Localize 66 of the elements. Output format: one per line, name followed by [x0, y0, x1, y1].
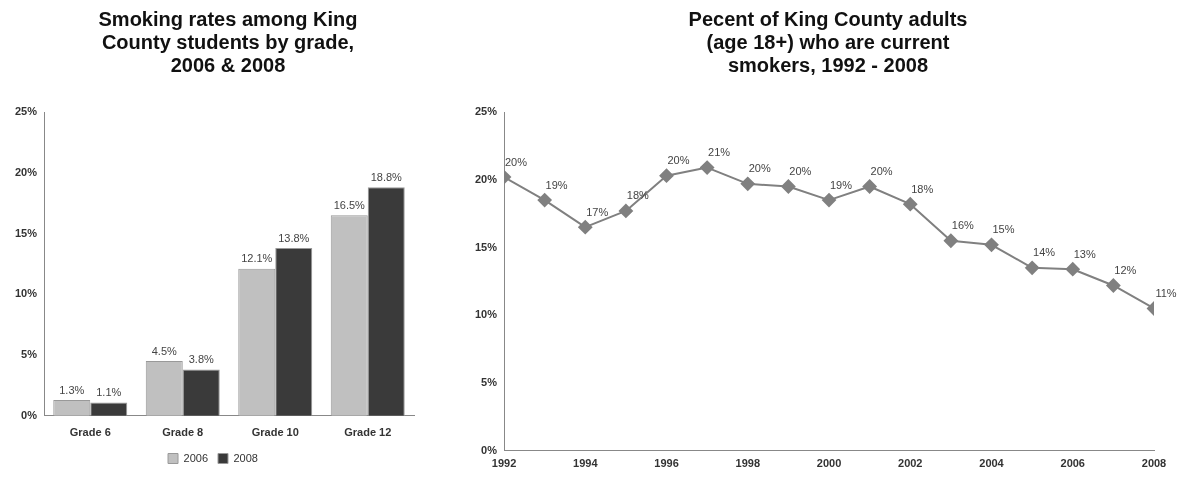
data-label: 16%	[951, 219, 975, 232]
y-tick-label: 0%	[481, 443, 498, 456]
point	[578, 220, 593, 235]
point	[822, 193, 837, 208]
y-tick-label: 25%	[474, 105, 498, 118]
data-label: 12.1%	[241, 252, 273, 265]
point	[740, 176, 755, 191]
data-label: 21%	[708, 146, 731, 159]
data-label: 20%	[789, 165, 812, 178]
x-tick-label: Grade 8	[162, 426, 204, 439]
data-label: 19%	[545, 178, 568, 191]
data-label: 13.8%	[278, 231, 310, 244]
data-label: 19%	[829, 178, 853, 191]
data-label: 4.5%	[151, 344, 178, 357]
data-label: 11%	[1155, 287, 1177, 300]
x-tick-label: Grade 6	[69, 426, 111, 439]
y-tick-label: 15%	[474, 240, 498, 253]
y-tick-label: 10%	[474, 308, 498, 321]
point	[943, 233, 958, 248]
y-tick-label: 0%	[21, 408, 38, 421]
x-tick-label: 2006	[1060, 457, 1085, 470]
data-label: 1.1%	[96, 385, 122, 398]
data-label: 20%	[505, 155, 528, 168]
point	[1025, 260, 1040, 275]
data-label: 20%	[870, 165, 893, 178]
point	[618, 203, 633, 218]
chart-title: Smoking rates among King County students by grade, 2006 & 2008	[97, 8, 359, 78]
y-tick-label: 20%	[474, 172, 498, 185]
data-label: 20%	[748, 162, 771, 175]
x-tick-label: 1996	[654, 457, 679, 470]
y-tick-label: 25%	[14, 105, 38, 118]
x-tick-label: 2004	[979, 457, 1005, 470]
x-tick-label: Grade 12	[344, 426, 392, 439]
point	[903, 197, 918, 212]
data-label: 1.3%	[59, 383, 85, 396]
point	[1065, 262, 1080, 277]
point	[781, 179, 796, 194]
point	[659, 168, 674, 183]
point	[984, 237, 999, 252]
x-tick-label: Grade 10	[251, 426, 299, 439]
data-label: 3.8%	[188, 353, 215, 366]
chart-title: Pecent of King County adults (age 18+) who are current smokers, 1992 - 2008	[687, 8, 969, 78]
y-tick-label: 5%	[21, 348, 38, 361]
data-label: 17%	[586, 205, 609, 218]
x-tick-label: 1994	[573, 457, 599, 470]
y-tick-label: 5%	[481, 376, 498, 389]
data-label: 14%	[1033, 246, 1056, 259]
data-label: 13%	[1073, 247, 1096, 260]
point	[700, 160, 715, 175]
data-label: 12%	[1114, 264, 1137, 276]
data-label: 15%	[992, 223, 1015, 236]
y-tick-label: 20%	[14, 165, 38, 178]
x-tick-label: 1992	[491, 457, 517, 470]
point	[862, 179, 877, 194]
y-tick-label: 10%	[14, 287, 38, 300]
data-label: 20%	[667, 154, 690, 167]
point	[1106, 278, 1121, 293]
data-label: 16.5%	[333, 198, 366, 211]
point	[537, 193, 552, 208]
x-tick-label: 1998	[735, 457, 760, 470]
x-tick-label: 2000	[816, 457, 842, 470]
x-tick-label: 2008	[1141, 457, 1167, 470]
data-label: 18%	[911, 182, 934, 195]
y-tick-label: 15%	[14, 226, 38, 239]
x-tick-label: 2002	[898, 457, 923, 470]
data-label: 18.8%	[370, 170, 403, 183]
